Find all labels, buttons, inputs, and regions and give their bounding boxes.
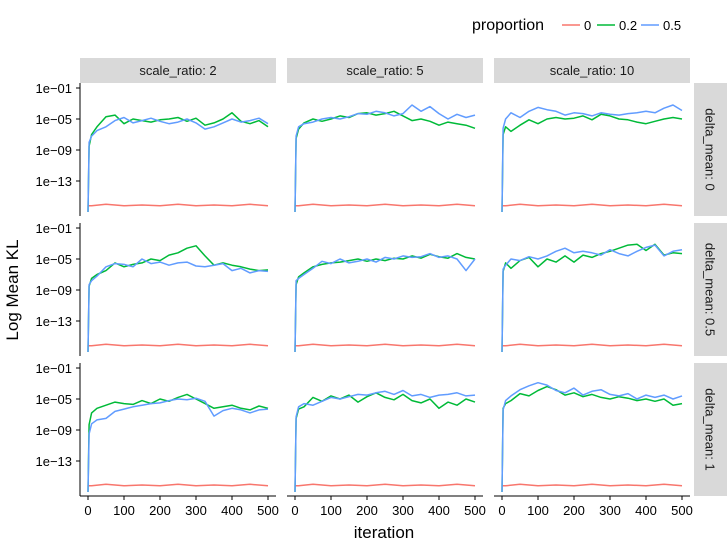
series-line-0-5-r2-c2 xyxy=(501,381,683,493)
x-tick-label-1-4: 400 xyxy=(428,503,450,518)
panels xyxy=(87,104,683,493)
col-strip-0 xyxy=(80,58,276,83)
series-line-0-r2-c0 xyxy=(88,483,269,487)
col-strip-label-0: scale_ratio: 2 xyxy=(139,63,216,78)
x-tick-label-2-4: 400 xyxy=(635,503,657,518)
panel-r2-c0 xyxy=(87,393,269,493)
col-strip-2 xyxy=(494,58,690,83)
x-tick-label-0-3: 300 xyxy=(185,503,207,518)
y-tick-label-1-0: 1e−01 xyxy=(35,221,72,236)
series-line-0-r1-c0 xyxy=(88,343,269,347)
y-tick-label-0-3: 1e−13 xyxy=(35,174,72,189)
x-tick-label-2-1: 100 xyxy=(527,503,549,518)
x-tick-label-0-0: 0 xyxy=(84,503,91,518)
x-tick-label-2-3: 300 xyxy=(599,503,621,518)
panel-r0-c1 xyxy=(294,104,476,213)
row-strip-label-2: delta_mean: 1 xyxy=(703,388,718,470)
y-tick-label-0-0: 1e−01 xyxy=(35,81,72,96)
legend-title: proportion xyxy=(472,17,544,34)
legend-label-0: 0 xyxy=(584,18,591,33)
panel-r1-c2 xyxy=(501,243,683,353)
series-line-0-2-r2-c0 xyxy=(87,393,269,493)
series-line-0-5-r2-c0 xyxy=(87,397,269,493)
series-line-0-r1-c2 xyxy=(502,343,683,347)
series-line-0-5-r1-c0 xyxy=(87,258,269,353)
series-line-0-2-r2-c1 xyxy=(294,392,476,493)
x-tick-label-1-1: 100 xyxy=(320,503,342,518)
x-tick-label-0-5: 500 xyxy=(257,503,279,518)
x-tick-label-0-4: 400 xyxy=(221,503,243,518)
row-strip-2 xyxy=(694,363,727,496)
y-tick-label-0-2: 1e−09 xyxy=(35,143,72,158)
x-tick-label-1-3: 300 xyxy=(392,503,414,518)
y-tick-label-1-2: 1e−09 xyxy=(35,283,72,298)
series-line-0-r2-c2 xyxy=(502,483,683,487)
series-line-0-r0-c1 xyxy=(295,203,476,207)
panel-r0-c0 xyxy=(87,112,269,213)
series-line-0-5-r1-c2 xyxy=(501,244,683,353)
y-tick-label-1-1: 1e−05 xyxy=(35,252,72,267)
series-line-0-2-r0-c1 xyxy=(294,110,476,213)
x-tick-label-0-1: 100 xyxy=(113,503,135,518)
legend: proportion 0 0.2 0.5 xyxy=(472,17,681,34)
y-tick-label-1-3: 1e−13 xyxy=(35,314,72,329)
x-tick-label-0-2: 200 xyxy=(149,503,171,518)
series-line-0-r0-c2 xyxy=(502,203,683,207)
axes: 1e−01 1e−05 1e−09 1e−13 1e−01 1e−05 1e−09 1e−13… xyxy=(35,81,692,518)
col-strip-label-1: scale_ratio: 5 xyxy=(346,63,423,78)
y-tick-label-2-1: 1e−05 xyxy=(35,392,72,407)
row-strip-label-0: delta_mean: 0 xyxy=(703,108,718,190)
series-line-0-r2-c1 xyxy=(295,483,476,487)
series-line-0-2-r1-c0 xyxy=(87,245,269,353)
panel-r1-c1 xyxy=(294,252,476,353)
col-strip-1 xyxy=(287,58,483,83)
x-axis-title: iteration xyxy=(354,523,414,542)
y-tick-label-2-3: 1e−13 xyxy=(35,454,72,469)
series-line-0-2-r2-c2 xyxy=(501,385,683,493)
facet-strips: scale_ratio: 2 scale_ratio: 5 scale_ratio:… xyxy=(80,58,727,496)
series-line-0-2-r1-c2 xyxy=(501,243,683,353)
panel-r1-c0 xyxy=(87,245,269,353)
x-tick-label-2-0: 0 xyxy=(498,503,505,518)
y-tick-label-0-1: 1e−05 xyxy=(35,112,72,127)
series-line-0-5-r0-c2 xyxy=(501,104,683,213)
row-strip-0 xyxy=(694,83,727,216)
series-line-0-2-r0-c2 xyxy=(501,113,683,213)
series-line-0-2-r0-c0 xyxy=(87,112,269,213)
series-line-0-5-r2-c1 xyxy=(294,389,476,493)
y-tick-label-2-0: 1e−01 xyxy=(35,361,72,376)
series-line-0-5-r0-c0 xyxy=(87,116,269,213)
panel-r2-c2 xyxy=(501,381,683,493)
x-tick-label-2-2: 200 xyxy=(563,503,585,518)
series-line-0-2-r1-c1 xyxy=(294,252,476,353)
x-tick-label-2-5: 500 xyxy=(671,503,693,518)
series-line-0-r1-c1 xyxy=(295,343,476,347)
row-strip-1 xyxy=(694,223,727,356)
panel-r0-c2 xyxy=(501,104,683,213)
legend-label-0-2: 0.2 xyxy=(619,18,637,33)
series-line-0-5-r0-c1 xyxy=(294,104,476,213)
y-axis-title: Log Mean KL xyxy=(3,239,22,340)
x-tick-label-1-2: 200 xyxy=(356,503,378,518)
panel-r2-c1 xyxy=(294,389,476,493)
series-line-0-5-r1-c1 xyxy=(294,252,476,353)
col-strip-label-2: scale_ratio: 10 xyxy=(550,63,635,78)
y-tick-label-2-2: 1e−09 xyxy=(35,423,72,438)
series-line-0-r0-c0 xyxy=(88,203,269,207)
x-tick-label-1-5: 500 xyxy=(464,503,486,518)
row-strip-label-1: delta_mean: 0.5 xyxy=(703,243,718,336)
legend-label-0-5: 0.5 xyxy=(663,18,681,33)
x-tick-label-1-0: 0 xyxy=(291,503,298,518)
